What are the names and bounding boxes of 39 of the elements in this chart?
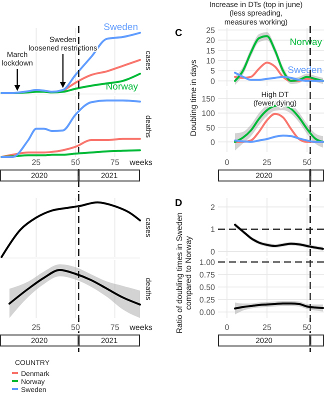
series-label: Norway (106, 82, 138, 93)
y-tick-label: 15 (206, 46, 216, 56)
y-tick-label: 50 (206, 123, 216, 132)
y-tick-label: 150 (202, 94, 216, 104)
x-tick-label: 25 (262, 158, 272, 167)
y-tick-label: 0.25 (199, 296, 216, 304)
y-tick-label: 0.75 (199, 270, 216, 280)
y-tick-label: 1 (210, 225, 216, 234)
y-tick-label: 0.50 (199, 283, 216, 292)
chart-title: C (175, 28, 182, 39)
series-label: Sweden (288, 64, 322, 76)
y-tick-label: 0 (210, 248, 216, 257)
x-tick-label: 25 (262, 323, 272, 332)
chart-title: D (175, 198, 182, 209)
x-tick-label: 75 (110, 323, 120, 332)
series-label: Norway (290, 37, 322, 48)
x-tick-label: 50 (302, 323, 312, 332)
y-tick-label: 0.00 (199, 308, 216, 317)
y-tick-label: 0 (210, 138, 216, 147)
x-tick-label: 0 (224, 323, 230, 332)
y-axis-title: Ratio of doubling times in Sweden compared to Norway (175, 212, 194, 334)
line-series (234, 72, 324, 82)
y-tick-label: 10 (206, 56, 216, 66)
line-series (234, 134, 324, 143)
y-tick-label: 0 (210, 76, 216, 86)
x-axis-title: weeks (128, 323, 152, 332)
x-tick-label: 0 (224, 158, 230, 167)
y-tick-label: 2 (210, 202, 216, 212)
y-tick-label: 100 (202, 109, 216, 118)
x-axis-title: weeks (128, 158, 152, 167)
y-tick-label: 25 (206, 26, 216, 36)
y-axis-title: Doubling time in days (189, 60, 198, 136)
x-tick-label: 25 (32, 323, 42, 332)
x-tick-label: 75 (110, 158, 120, 167)
y-tick-label: 5 (210, 66, 216, 76)
y-tick-label: 20 (206, 36, 216, 46)
x-tick-label: 25 (32, 158, 42, 167)
y-tick-label: 1.00 (199, 258, 216, 267)
series-label: Sweden (104, 22, 138, 33)
